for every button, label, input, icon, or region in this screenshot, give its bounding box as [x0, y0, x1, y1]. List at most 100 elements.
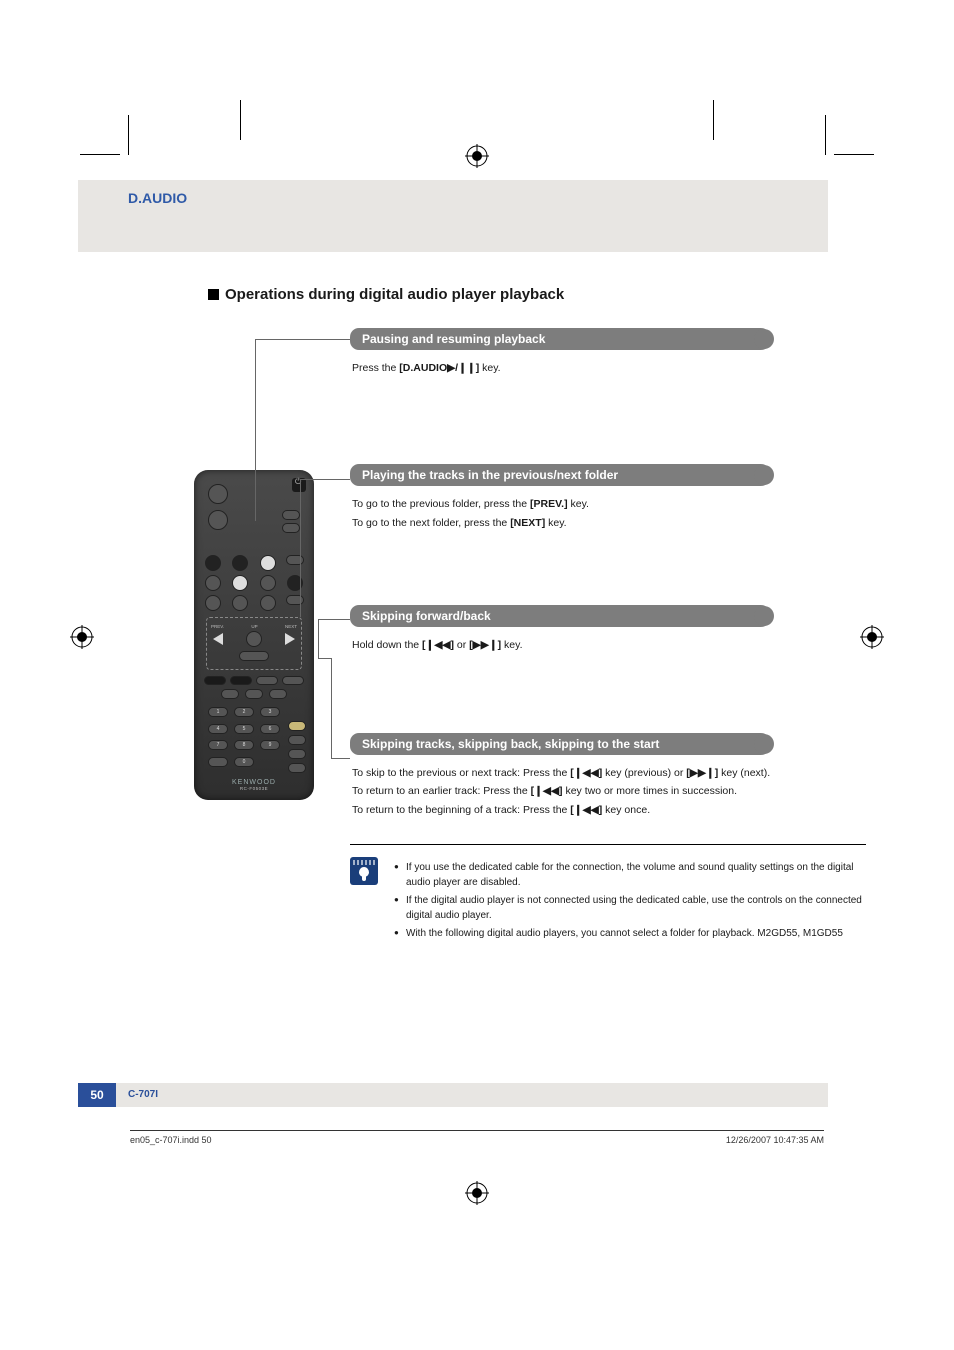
remote-button	[288, 763, 306, 773]
crop-mark	[834, 154, 874, 155]
text: Press the	[352, 362, 399, 374]
page-number: 50	[78, 1083, 116, 1107]
topic-body: Hold down the [❙◀◀] or [▶▶❙] key.	[350, 637, 860, 653]
remote-button	[286, 555, 304, 565]
leader-line	[331, 758, 350, 759]
remote-numkey: 9	[260, 740, 280, 750]
topic-title: Playing the tracks in the previous/next …	[350, 464, 770, 486]
remote-button	[245, 689, 263, 699]
note-item: If the digital audio player is not conne…	[394, 893, 866, 923]
heading-text: Operations during digital audio player p…	[225, 286, 564, 303]
key-label: [▶▶❙]	[469, 639, 501, 651]
next-arrow-icon	[285, 633, 295, 645]
remote-numkey: 6	[260, 724, 280, 734]
leader-line	[331, 658, 332, 758]
remote-numkey: 3	[260, 707, 280, 717]
power-icon	[292, 478, 306, 492]
text: key.	[479, 362, 500, 374]
text: To go to the next folder, press the	[352, 517, 510, 529]
topic-body: Press the [D.AUDIO▶/❙❙] key.	[350, 360, 860, 376]
leader-line	[300, 479, 350, 480]
key-label: [❙◀◀]	[570, 767, 602, 779]
text: key once.	[602, 804, 650, 816]
remote-button	[260, 575, 276, 591]
crop-mark	[80, 154, 120, 155]
text: or	[454, 639, 469, 651]
leader-line	[318, 658, 332, 659]
text: key (next).	[718, 767, 770, 779]
remote-button	[208, 510, 228, 530]
remote-numkey: 7	[208, 740, 228, 750]
remote-model: RC-F0503E	[202, 786, 306, 791]
remote-button	[221, 689, 239, 699]
page-heading: Operations during digital audio player p…	[208, 286, 828, 303]
remote-button	[205, 595, 221, 611]
remote-numkey: 1	[208, 707, 228, 717]
remote-button	[205, 555, 221, 571]
remote-button	[260, 595, 276, 611]
remote-button	[288, 721, 306, 731]
key-label: [▶▶❙]	[686, 767, 718, 779]
key-label: [❙◀◀]	[422, 639, 454, 651]
text: To return to an earlier track: Press the	[352, 785, 531, 797]
remote-button	[269, 689, 287, 699]
remote-numkey: 8	[234, 740, 254, 750]
remote-button	[282, 676, 304, 685]
crop-mark	[240, 100, 241, 140]
topic-skip: Skipping tracks, skipping back, skipping…	[350, 733, 910, 818]
registration-mark-top	[465, 144, 489, 168]
leader-line	[255, 339, 350, 340]
remote-enter-button	[239, 651, 269, 661]
remote-button	[288, 735, 306, 745]
print-timestamp: 12/26/2007 10:47:35 AM	[726, 1135, 824, 1145]
footer-band: 50 C-707I	[78, 1083, 828, 1107]
prev-arrow-icon	[213, 633, 223, 645]
remote-button	[246, 631, 262, 647]
remote-button	[288, 749, 306, 759]
remote-button	[232, 555, 248, 571]
leader-line	[318, 619, 319, 659]
registration-mark-left	[70, 625, 94, 649]
key-label: [❙◀◀]	[531, 785, 563, 797]
tip-icon	[350, 857, 378, 885]
note-item: If you use the dedicated cable for the c…	[394, 860, 866, 890]
topic-body: To go to the previous folder, press the …	[350, 496, 860, 531]
key-label: [NEXT]	[510, 517, 545, 529]
leader-line	[300, 479, 301, 617]
indd-filename: en05_c-707i.indd 50	[130, 1135, 212, 1145]
text: To go to the previous folder, press the	[352, 498, 530, 510]
topic-title: Skipping forward/back	[350, 605, 770, 627]
remote-button	[286, 595, 304, 605]
remote-button	[232, 575, 248, 591]
topic-folder: Playing the tracks in the previous/next …	[350, 464, 910, 531]
remote-numkey: 5	[234, 724, 254, 734]
leader-line	[255, 339, 256, 521]
remote-forward-button	[230, 676, 252, 685]
topic-ffrw: Skipping forward/back Hold down the [❙◀◀…	[350, 605, 910, 653]
text: key.	[545, 517, 566, 529]
remote-numkey: 2	[234, 707, 254, 717]
note-item: With the following digital audio players…	[394, 926, 866, 941]
topic-body: To skip to the previous or next track: P…	[350, 765, 860, 818]
remote-button	[205, 575, 221, 591]
remote-numkey: 4	[208, 724, 228, 734]
heading-bullet-icon	[208, 289, 219, 300]
remote-button	[208, 757, 228, 767]
header-band: D.AUDIO	[78, 180, 828, 252]
remote-numkey: 0	[234, 757, 254, 767]
remote-rewind-button	[204, 676, 226, 685]
key-label: [PREV.]	[530, 498, 568, 510]
registration-mark-bottom	[465, 1181, 489, 1205]
section-title: D.AUDIO	[128, 190, 814, 206]
remote-brand: KENWOOD	[202, 779, 306, 786]
key-label: [D.AUDIO▶/❙❙]	[399, 362, 479, 374]
crop-mark	[825, 115, 826, 155]
topic-pause: Pausing and resuming playback Press the …	[350, 328, 910, 376]
remote-button	[232, 595, 248, 611]
text: key two or more times in succession.	[563, 785, 737, 797]
remote-button	[282, 523, 300, 533]
topic-title: Skipping tracks, skipping back, skipping…	[350, 733, 770, 755]
leader-line	[318, 619, 350, 620]
crop-mark	[713, 100, 714, 140]
text: Hold down the	[352, 639, 422, 651]
